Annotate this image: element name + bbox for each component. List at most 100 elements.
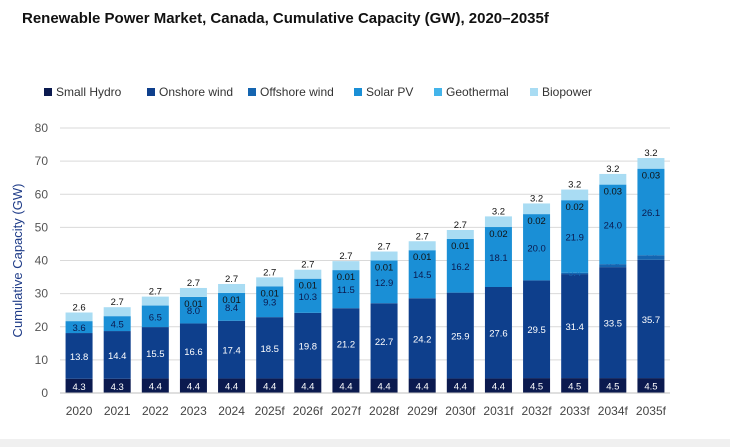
data-label: 20.0: [527, 243, 546, 254]
data-label: 9.3: [263, 298, 276, 309]
legend-label: Solar PV: [366, 85, 414, 99]
bar-segment: [294, 278, 322, 313]
data-label: 0.01: [413, 252, 432, 263]
y-tick-label: 80: [35, 121, 49, 135]
data-label: 4.4: [149, 382, 162, 393]
bar-segment: [637, 255, 665, 260]
legend-item: Offshore wind: [248, 84, 334, 100]
bar-segment: [484, 227, 512, 287]
data-label: 3.2: [530, 193, 543, 204]
y-axis-label: Cumulative Capacity (GW): [10, 184, 25, 338]
data-label: 22.7: [375, 337, 394, 348]
data-label: 4.4: [339, 382, 352, 393]
bar-segment: [523, 203, 551, 215]
bar-segment: [408, 378, 436, 393]
data-label: 2.6: [72, 303, 85, 314]
data-label: 0.03: [604, 187, 623, 198]
bar-segment: [599, 264, 627, 268]
bar-segment: [446, 292, 474, 379]
data-label: 29.5: [527, 325, 546, 336]
data-label: 16.6: [184, 347, 203, 358]
data-label: 2.7: [454, 220, 467, 231]
bar-segment: [256, 277, 284, 287]
bar-segment: [446, 378, 474, 393]
bar-segment: [599, 184, 627, 265]
data-label: 11.5: [337, 285, 355, 296]
x-tick-label: 2023: [180, 404, 207, 418]
data-label: 3.6: [72, 323, 85, 334]
data-label: 4.4: [301, 382, 314, 393]
bar-segment: [332, 378, 360, 393]
data-label: 2.7: [339, 251, 352, 262]
data-label: 1.4: [644, 250, 657, 261]
bar-segment: [179, 378, 207, 393]
legend-label: Biopower: [542, 85, 593, 99]
data-label: 2.7: [225, 274, 238, 285]
bar-segment: [599, 378, 627, 393]
data-label: 2.7: [263, 267, 276, 278]
data-label: 4.4: [187, 382, 200, 393]
bar-segment: [484, 378, 512, 393]
data-label: 21.2: [337, 339, 356, 350]
data-label: 4.4: [377, 382, 390, 393]
bar-segment: [637, 168, 665, 256]
legend-label: Offshore wind: [260, 85, 334, 99]
data-label: 3.2: [568, 180, 581, 191]
data-label: 33.5: [604, 319, 623, 330]
x-tick-label: 2022: [142, 404, 169, 418]
data-label: 18.1: [489, 253, 508, 264]
data-label: 4.5: [111, 320, 124, 331]
data-label: 13.8: [70, 352, 89, 363]
data-label: 4.4: [225, 382, 238, 393]
x-tick-label: 2033f: [560, 404, 591, 418]
bar-segment: [218, 283, 246, 293]
data-label: 2.7: [377, 242, 390, 253]
x-tick-label: 2020: [66, 404, 93, 418]
legend-item: Geothermal: [434, 84, 509, 100]
bar-segment: [65, 378, 93, 393]
bar-segment: [599, 267, 627, 379]
x-tick-label: 2031f: [483, 404, 514, 418]
bar-segment: [179, 296, 207, 324]
bar-segment: [103, 378, 131, 393]
data-label: 2.7: [187, 278, 200, 289]
x-tick-label: 2025f: [255, 404, 286, 418]
bar-segment: [523, 280, 551, 379]
data-label: 0.4: [568, 268, 581, 279]
footer-bar: [0, 439, 730, 447]
bar-segment: [637, 158, 665, 169]
data-label: 0.01: [451, 241, 470, 252]
bar-segment: [103, 331, 131, 379]
bar-segment: [218, 292, 246, 321]
bar-segment: [103, 307, 131, 317]
data-label: 0.02: [489, 229, 508, 240]
x-tick-label: 2026f: [293, 404, 324, 418]
bar-segment: [370, 251, 398, 261]
data-label: 24.0: [604, 220, 623, 231]
y-tick-label: 70: [35, 154, 49, 168]
bar-segment: [256, 286, 284, 318]
legend-swatch: [530, 88, 538, 96]
chart-title: Renewable Power Market, Canada, Cumulati…: [22, 10, 549, 27]
bar-segment: [332, 308, 360, 379]
data-label: 3.2: [644, 148, 657, 159]
y-tick-label: 40: [35, 254, 49, 268]
x-tick-label: 2028f: [369, 404, 400, 418]
bar-segment: [561, 189, 589, 201]
data-label: 31.4: [565, 322, 584, 333]
data-label: 4.5: [606, 382, 619, 393]
x-tick-label: 2027f: [331, 404, 362, 418]
bar-segment: [446, 238, 474, 293]
bar-segment: [141, 305, 169, 328]
x-tick-label: 2030f: [445, 404, 476, 418]
x-tick-label: 2029f: [407, 404, 438, 418]
data-label: 0.02: [565, 202, 584, 213]
data-label: 26.1: [642, 208, 661, 219]
bar-segment: [65, 333, 93, 379]
legend-label: Small Hydro: [56, 85, 122, 99]
data-label: 4.4: [263, 382, 276, 393]
bar-segment: [256, 378, 284, 393]
bar-segment: [218, 320, 246, 379]
bar-segment: [65, 312, 93, 322]
